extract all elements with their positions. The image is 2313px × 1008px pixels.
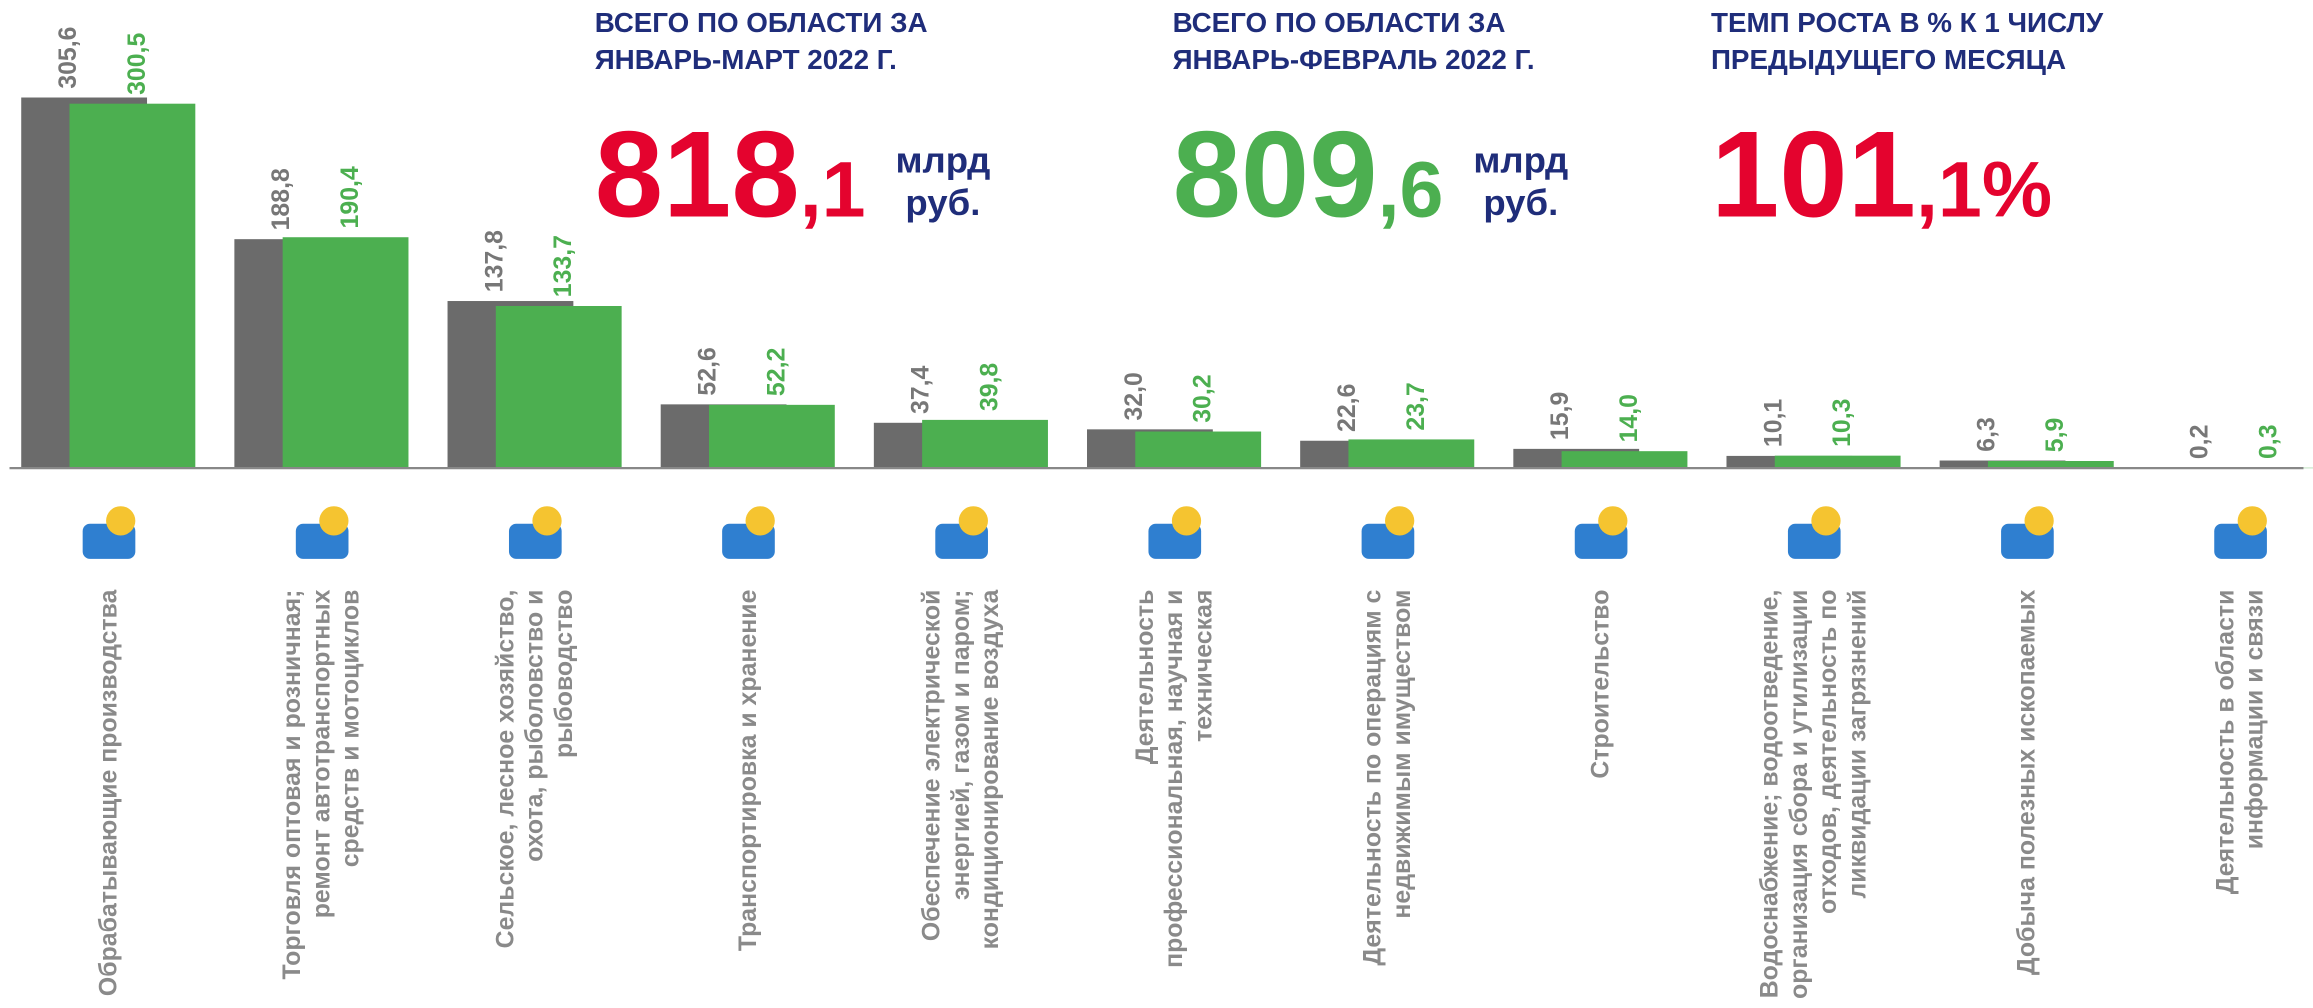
x-tick-label: Деятельность по операциям с недвижимым и… [1358, 589, 1416, 966]
category-icon [2001, 506, 2054, 559]
value-label: 0,3 [2254, 424, 2282, 459]
x-tick-label: Добыча полезных ископаемых [2012, 589, 2041, 976]
kpi-unit: млрд [895, 140, 990, 181]
kpi-value: 809,6 [1173, 107, 1444, 244]
value-label: 14,0 [1615, 394, 1643, 442]
value-label: 190,4 [336, 166, 364, 228]
category-icon [82, 506, 136, 559]
icon-shape [319, 506, 349, 536]
icon-shape [958, 506, 988, 536]
icon-shape [2024, 506, 2054, 536]
value-label: 6,3 [1972, 417, 2000, 452]
x-tick-label-box: Торговля оптовая и розничная; ремонт авт… [278, 589, 365, 980]
icon-shape [1385, 506, 1415, 536]
x-tick-label-box: Деятельность в области информации и связ… [2211, 589, 2269, 895]
value-label: 300,5 [123, 33, 151, 95]
x-tick-label-box: Обрабатывающие производства [94, 589, 123, 997]
kpi-unit: млрд [1473, 140, 1568, 181]
x-tick-label-box: Обеспечение электрической энергией, газо… [917, 589, 1005, 950]
value-label: 39,8 [975, 363, 1003, 412]
bar [708, 404, 835, 469]
value-label: 5,9 [2041, 418, 2069, 453]
category-icon [508, 506, 562, 559]
kpi-title: ТЕМП РОСТА В % К 1 ЧИСЛУ [1711, 7, 2104, 38]
value-label: 52,6 [694, 347, 722, 395]
x-tick-label: Сельское, лесное хозяйство, охота, рыбол… [491, 589, 578, 949]
x-tick-label: Водоснабжение; водоотведение, организаци… [1755, 589, 1872, 999]
icon-shape [2237, 506, 2267, 536]
category-icon [1574, 506, 1628, 559]
kpi-int: 818 [595, 107, 800, 244]
value-label: 137,8 [480, 230, 508, 292]
category-icon [935, 506, 988, 559]
x-tick-label: Деятельность в области информации и связ… [2211, 589, 2269, 895]
category-icon [295, 506, 349, 559]
x-tick-label-box: Транспортировка и хранение [733, 589, 762, 952]
value-label: 52,2 [762, 348, 790, 396]
value-label: 188,8 [267, 168, 295, 230]
x-tick-label: Обрабатывающие производства [94, 589, 123, 997]
kpi-value: 818,1 [595, 107, 866, 244]
value-label: 10,1 [1759, 399, 1787, 448]
icon-shape [1171, 506, 1202, 536]
kpi-value: 101,1% [1711, 107, 2052, 244]
bar [495, 305, 622, 469]
value-label: 30,2 [1189, 374, 1217, 422]
value-label: 305,6 [54, 27, 82, 89]
bar [1774, 455, 1901, 469]
value-label: 15,9 [1546, 392, 1574, 440]
x-tick-label-box: Деятельность по операциям с недвижимым и… [1358, 589, 1416, 966]
x-tick-label-box: Добыча полезных ископаемых [2012, 589, 2041, 976]
icon-shape [745, 506, 775, 536]
bar [1561, 451, 1688, 469]
kpi-int: 101 [1711, 107, 1916, 244]
kpi-int: 809 [1173, 107, 1378, 244]
kpi-unit: руб. [905, 182, 980, 223]
bar [1135, 431, 1262, 469]
x-tick-label: Торговля оптовая и розничная; ремонт авт… [278, 589, 365, 980]
x-tick-label: Деятельность профессиональная, научная и… [1130, 589, 1218, 968]
x-tick-label: Транспортировка и хранение [733, 589, 762, 952]
x-tick-label-box: Водоснабжение; водоотведение, организаци… [1755, 589, 1872, 999]
bar [1987, 461, 2114, 469]
x-tick-label-box: Сельское, лесное хозяйство, охота, рыбол… [491, 589, 578, 949]
kpi-title: ВСЕГО ПО ОБЛАСТИ ЗА [595, 7, 928, 38]
kpi-title: ЯНВАРЬ-ФЕВРАЛЬ 2022 Г. [1173, 44, 1535, 75]
icon-shape [1598, 506, 1628, 536]
kpi-frac: ,1% [1916, 145, 2052, 234]
icon-shape [1811, 506, 1841, 536]
kpi-unit: руб. [1483, 182, 1558, 223]
value-label: 32,0 [1120, 372, 1148, 420]
category-icon [1148, 506, 1202, 559]
value-label: 23,7 [1402, 382, 1430, 430]
icon-shape [532, 506, 562, 536]
icon-shape [106, 506, 136, 536]
kpi-title: ВСЕГО ПО ОБЛАСТИ ЗА [1173, 7, 1506, 38]
x-tick-label: Строительство [1586, 589, 1615, 779]
value-label: 22,6 [1333, 384, 1361, 432]
bar [1348, 439, 1475, 469]
category-icon [722, 506, 775, 559]
value-label: 133,7 [549, 235, 577, 297]
kpi-frac: ,1 [800, 145, 866, 234]
value-label: 10,3 [1828, 398, 1856, 446]
kpi-frac: ,6 [1378, 145, 1444, 234]
category-icon [2214, 506, 2267, 559]
bar [922, 419, 1048, 469]
category-icon [1787, 506, 1841, 559]
value-label: 0,2 [2186, 425, 2214, 460]
bar [69, 103, 196, 469]
category-icon [1361, 506, 1415, 559]
value-label: 37,4 [907, 365, 935, 414]
x-tick-label-box: Строительство [1586, 589, 1615, 779]
kpi-title: ЯНВАРЬ-МАРТ 2022 Г. [595, 44, 897, 75]
x-tick-label-box: Деятельность профессиональная, научная и… [1130, 589, 1218, 968]
x-tick-label: Обеспечение электрической энергией, газо… [917, 589, 1005, 950]
bar [282, 237, 409, 469]
kpi-title: ПРЕДЫДУЩЕГО МЕСЯЦА [1711, 44, 2066, 75]
